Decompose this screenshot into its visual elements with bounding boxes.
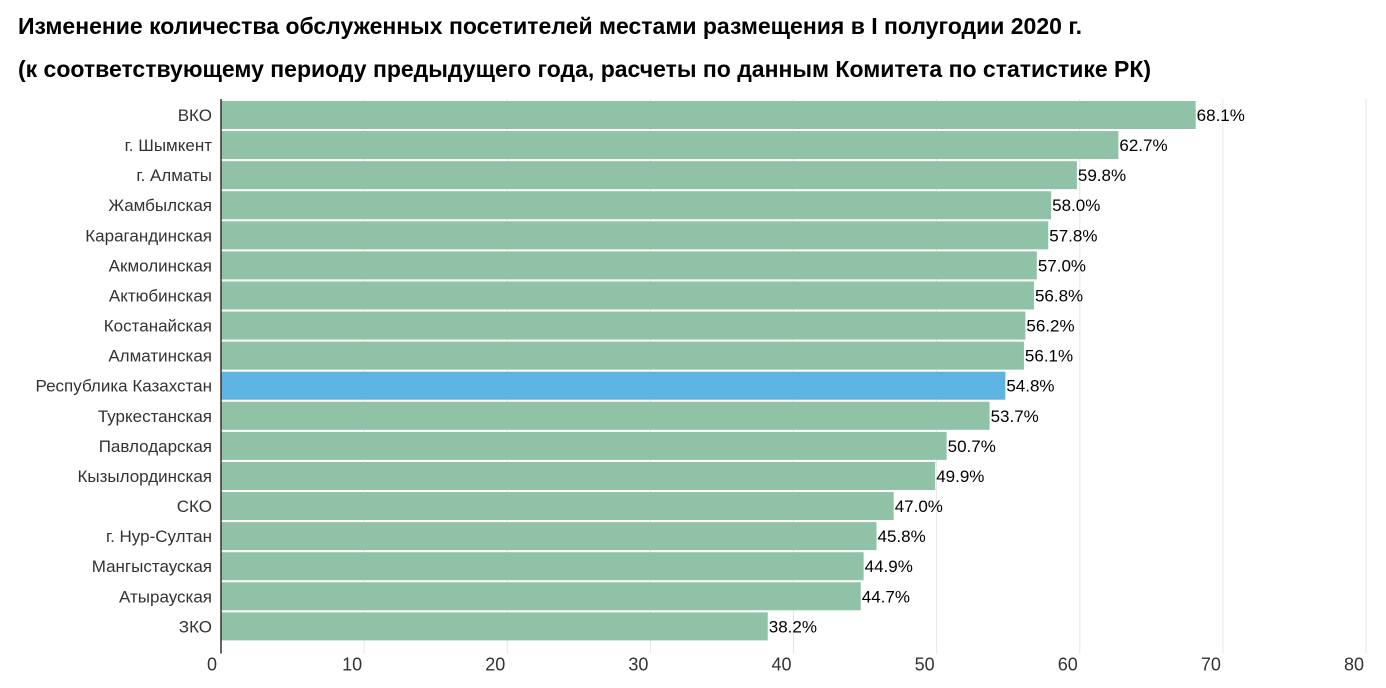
value-label: 68.1% (1197, 106, 1245, 125)
category-label: Кызылординская (77, 467, 212, 486)
bar (221, 341, 1024, 370)
bar (221, 552, 864, 581)
category-label: ВКО (178, 106, 212, 125)
x-tick-label: 80 (1344, 654, 1364, 674)
x-tick-label: 20 (485, 654, 505, 674)
bar (221, 371, 1006, 400)
category-label: Республика Казахстан (36, 377, 212, 396)
x-tick-label: 50 (915, 654, 935, 674)
bar (221, 582, 861, 611)
value-label: 57.8% (1049, 226, 1097, 245)
bar (221, 401, 990, 430)
value-label: 56.8% (1035, 286, 1083, 305)
category-label: г. Нур-Султан (106, 527, 212, 546)
x-tick-label: 60 (1058, 654, 1078, 674)
category-label: г. Алматы (136, 166, 212, 185)
category-label: Актюбинская (109, 286, 212, 305)
value-labels: 68.1% 62.7% 59.8% 58.0% 57.8% 57.0% 56.8% 56.2%… (769, 106, 1245, 636)
x-tick-label: 30 (628, 654, 648, 674)
value-label: 56.1% (1025, 347, 1073, 366)
x-tick-label: 70 (1201, 654, 1221, 674)
category-labels: ВКО г. Шымкент г. Алматы Жамбылская Караганд… (36, 106, 213, 636)
value-label: 49.9% (936, 467, 984, 486)
bar (221, 101, 1196, 129)
x-tick-label: 0 (207, 654, 217, 674)
value-label: 57.0% (1038, 256, 1086, 275)
category-label: Жамбылская (108, 196, 212, 215)
value-label: 53.7% (991, 407, 1039, 426)
category-label: Костанайская (104, 317, 212, 336)
value-label: 62.7% (1119, 136, 1167, 155)
value-label: 50.7% (948, 437, 996, 456)
bar (221, 431, 947, 460)
value-label: 38.2% (769, 617, 817, 636)
category-label: Туркестанская (98, 407, 212, 426)
bar (221, 281, 1034, 310)
category-label: Карагандинская (85, 226, 212, 245)
value-label: 47.0% (895, 497, 943, 516)
category-label: Алматинская (108, 347, 212, 366)
bar (221, 161, 1077, 190)
bars (221, 101, 1196, 641)
value-label: 56.2% (1026, 317, 1074, 336)
chart-title-line-2: (к соответствующему периоду предыдущего … (18, 56, 1152, 82)
bar (221, 311, 1026, 340)
bar (221, 612, 768, 641)
x-tick-label: 40 (771, 654, 791, 674)
category-label: Атырауская (119, 587, 212, 606)
bar (221, 492, 894, 521)
bar (221, 221, 1049, 250)
category-label: Павлодарская (99, 437, 212, 456)
bar (221, 131, 1119, 160)
bar (221, 251, 1037, 280)
category-label: СКО (177, 497, 212, 516)
bar (221, 191, 1052, 220)
x-tick-label: 10 (342, 654, 362, 674)
value-label: 45.8% (878, 527, 926, 546)
value-label: 44.9% (865, 557, 913, 576)
value-label: 44.7% (862, 587, 910, 606)
bar (221, 522, 877, 551)
category-label: ЗКО (179, 617, 212, 636)
value-label: 54.8% (1006, 377, 1054, 396)
category-label: г. Шымкент (125, 136, 213, 155)
value-label: 58.0% (1052, 196, 1100, 215)
category-label: Акмолинская (109, 256, 212, 275)
value-label: 59.8% (1078, 166, 1126, 185)
category-label: Мангыстауская (92, 557, 212, 576)
chart-title-line-1: Изменение количества обслуженных посетит… (18, 13, 1082, 39)
bar (221, 461, 936, 490)
x-axis-ticks: 0 10 20 30 40 50 60 70 80 (207, 654, 1364, 674)
